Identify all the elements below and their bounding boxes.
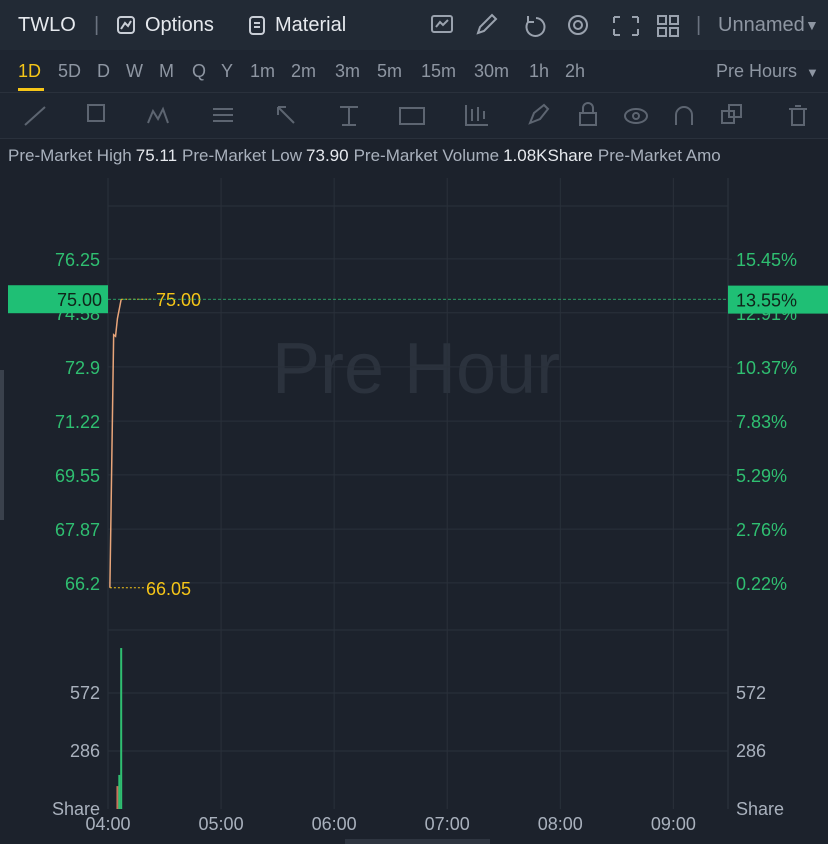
y2-tick-label: Share	[736, 799, 784, 819]
material[interactable]: Material	[275, 14, 347, 36]
material-icon[interactable]	[247, 15, 267, 35]
volume-bar	[118, 774, 121, 809]
drawing-tools[interactable]	[0, 93, 828, 138]
period[interactable]: W	[126, 61, 143, 81]
stat-label: Pre-Market Low	[182, 146, 303, 165]
period[interactable]: 2h	[565, 61, 586, 81]
period[interactable]: D	[97, 61, 110, 81]
period[interactable]: 1m	[250, 61, 276, 81]
low-marker-label: 66.05	[146, 579, 191, 599]
left-handle	[0, 370, 4, 520]
stat-value: 75.11	[135, 146, 178, 165]
period[interactable]: M	[159, 61, 174, 81]
period[interactable]: 2m	[291, 61, 317, 81]
y2-tick-label: 286	[736, 741, 766, 761]
stat-value: 73.90	[306, 146, 349, 165]
period[interactable]: Y	[221, 61, 234, 81]
stat-value: 1.08KShare	[503, 146, 593, 165]
watermark: Pre Hour	[272, 329, 560, 409]
symbol[interactable]: TWLO	[18, 14, 76, 36]
session[interactable]: Pre Hours	[716, 61, 798, 81]
options[interactable]: Options	[145, 14, 214, 36]
volume-bar	[120, 648, 123, 809]
price-line	[109, 299, 122, 588]
x-tick-label: 09:00	[651, 814, 696, 834]
x-tick-label: 05:00	[199, 814, 244, 834]
y-tick-label: 67.87	[55, 520, 100, 540]
y2-tick-label: 2.76%	[736, 520, 787, 540]
options-icon[interactable]	[116, 15, 136, 35]
y-tick-label: 69.55	[55, 466, 100, 486]
last-change-label: 13.55%	[736, 291, 797, 311]
period-bar: Pre Hours ▼ 1D 5D D W M Q Y 1m 2m 3m 5m 15m 30m 1h 2h	[0, 50, 828, 92]
period-underline	[18, 88, 44, 91]
stat-label: Pre-Market Volume	[353, 146, 500, 165]
period[interactable]: 5D	[58, 61, 82, 81]
last-change-box	[728, 285, 828, 314]
x-tick-label: 08:00	[538, 814, 583, 834]
period[interactable]: 1D	[18, 61, 42, 81]
y2-tick-label: 10.37%	[736, 358, 797, 378]
y-tick-label: 72.9	[65, 358, 100, 378]
layout-name[interactable]: Unnamed	[718, 14, 805, 36]
y2-tick-label: 572	[736, 683, 766, 703]
high-marker-label: 75.00	[156, 290, 201, 310]
y-tick-label: Share	[52, 799, 100, 819]
scrollbar	[345, 839, 490, 844]
stat-label: Pre-Market Amo	[597, 146, 721, 165]
separator: |	[696, 14, 702, 36]
last-price-label: 75.00	[57, 290, 102, 310]
top-bar: TWLO | Options Material | Unnamed ▼	[0, 0, 828, 50]
dropdown-arrow[interactable]: ▼	[806, 65, 819, 80]
drawing-toolbar	[0, 92, 828, 139]
x-tick-label: 06:00	[312, 814, 357, 834]
y-tick-label: 286	[70, 741, 100, 761]
stat-label: Pre-Market High	[8, 146, 132, 165]
dropdown-arrow[interactable]: ▼	[805, 17, 819, 33]
x-tick-label: 04:00	[85, 814, 130, 834]
x-tick-label: 07:00	[425, 814, 470, 834]
toolbar-icons[interactable]	[430, 13, 690, 39]
period[interactable]: 30m	[474, 61, 510, 81]
separator: |	[94, 14, 100, 36]
y2-tick-label: 15.45%	[736, 250, 797, 270]
period[interactable]: 1h	[529, 61, 550, 81]
y-tick-label: 76.25	[55, 250, 100, 270]
y-tick-label: 66.2	[65, 574, 100, 594]
volume-bar	[116, 786, 119, 809]
y2-tick-label: 0.22%	[736, 574, 787, 594]
period[interactable]: 5m	[377, 61, 403, 81]
y2-tick-label: 5.29%	[736, 466, 787, 486]
period[interactable]: 3m	[335, 61, 361, 81]
stats-line: Pre-Market High 75.11 Pre-Market Low 73.90 P…	[8, 146, 828, 166]
y2-tick-label: 7.83%	[736, 412, 787, 432]
last-price-box	[8, 285, 108, 314]
period[interactable]: 15m	[421, 61, 457, 81]
y-tick-label: 572	[70, 683, 100, 703]
y-tick-label: 71.22	[55, 412, 100, 432]
period[interactable]: Q	[192, 61, 207, 81]
